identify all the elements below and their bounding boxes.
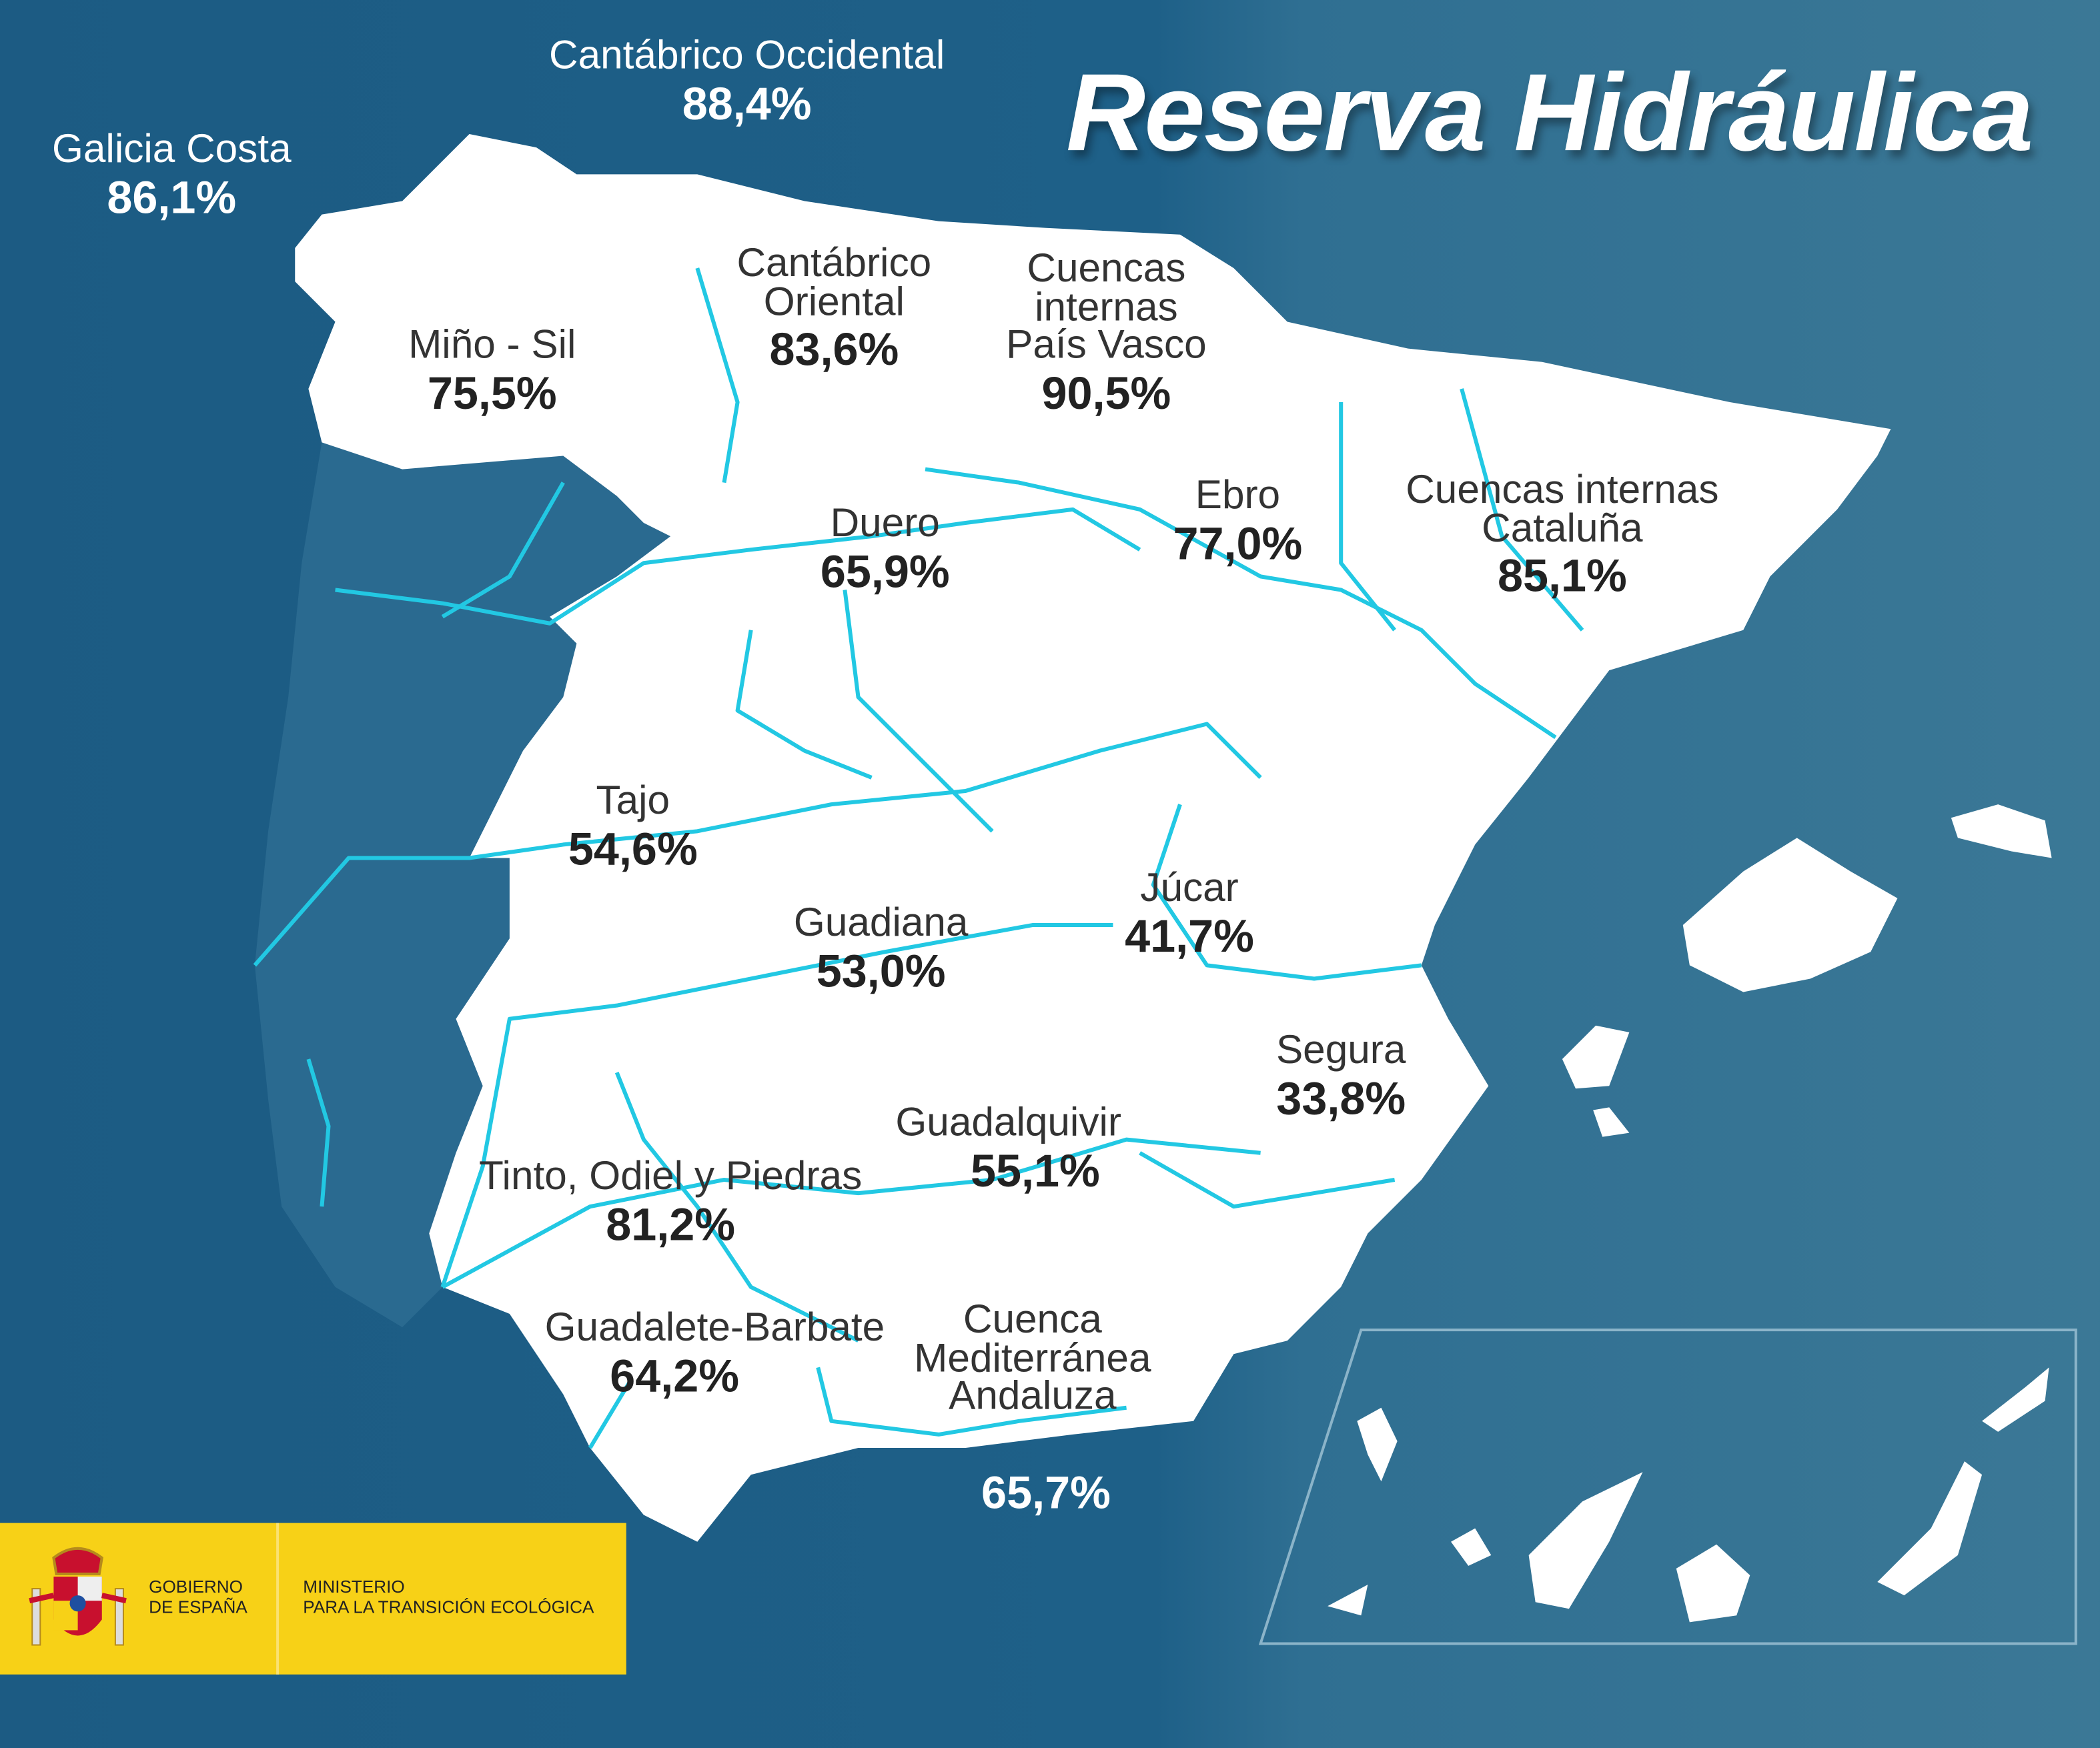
river-tributary [735,630,873,780]
basin-label-cataluna: Cuencas internas Cataluña 85,1% [1388,468,1737,602]
basin-value: 64,2% [610,1351,740,1402]
basin-value: 33,8% [1276,1073,1406,1124]
coat-of-arms-icon [29,1547,127,1646]
basin-value: 75,5% [427,367,557,419]
island-fuerteventura [1877,1461,1983,1596]
basin-label-guadiana: Guadiana 53,0% [793,900,969,997]
basin-label-tinto-odiel-piedras: Tinto, Odiel y Piedras 81,2% [478,1154,863,1250]
basin-name: Cantábrico Occidental [549,33,945,78]
river-mino [441,482,565,619]
basin-value: 83,6% [769,324,899,375]
basin-name: Ebro [1195,473,1281,518]
basin-value: 77,0% [1173,518,1303,570]
basin-value: 41,7% [1125,910,1254,962]
basin-value: 65,7% [981,1467,1111,1519]
river-ebro [925,467,1557,740]
river-tributary [588,1379,632,1449]
island-mallorca [1682,838,1898,992]
basin-value: 88,4% [682,78,812,129]
basin-name: Duero [830,501,940,546]
portugal-landmass [254,442,671,1328]
map-title: Reserva Hidráulica [1066,52,2033,175]
river-tributary [614,1072,859,1343]
island-el-hierro [1328,1585,1368,1616]
basin-name: Cuencas internas Cataluña [1406,468,1719,551]
basin-label-guadalquivir: Guadalquivir 55,1% [895,1100,1121,1197]
river-tributary [1460,388,1584,632]
island-la-palma [1357,1407,1398,1482]
basin-name: Cuencas internas País Vasco [1006,246,1207,367]
island-la-gomera [1451,1528,1492,1566]
basin-name: Cuenca Mediterránea Andaluza [914,1297,1151,1419]
basin-label-guadalete-barbate: Guadalete-Barbate 64,2% [544,1305,885,1399]
basin-name: Segura [1275,1028,1406,1073]
basin-label-pais-vasco: Cuencas internas País Vasco 90,5% [1006,246,1207,419]
gobierno-line-2: DE ESPAÑA [149,1597,247,1617]
government-logo: GOBIERNO DE ESPAÑA MINISTERIO PARA LA TR… [0,1523,626,1675]
basin-name: Júcar [1140,866,1239,910]
spain-landmass [295,134,1891,1542]
basin-name: Guadalete-Barbate [544,1305,885,1351]
island-formentera [1593,1107,1630,1137]
basin-name: Tinto, Odiel y Piedras [478,1154,863,1199]
basin-name: Guadiana [793,900,969,946]
basin-name: Tajo [596,778,670,824]
river-tributary [695,267,740,484]
river-tributary [816,1367,1127,1437]
basin-value: 86,1% [107,172,237,223]
canary-islands [1328,1367,2049,1623]
gobierno-line-1: GOBIERNO [149,1576,243,1597]
basin-label-cantabrico-oriental: Cantábrico Oriental 83,6% [734,241,935,375]
river-tributary [306,1058,331,1207]
logo-divider [276,1523,280,1675]
basin-name: Cantábrico Oriental [736,241,932,324]
basin-label-galicia-costa: Galicia Costa 86,1% [51,127,292,223]
basin-label-duero: Duero 65,9% [820,501,950,598]
island-tenerife [1528,1472,1643,1609]
island-ibiza [1562,1025,1630,1089]
basin-name: Guadalquivir [895,1100,1121,1145]
basin-label-ebro: Ebro 77,0% [1173,473,1303,570]
ministerio-line-1: MINISTERIO [303,1576,405,1597]
river-duero [335,507,1141,626]
balearic-islands [1562,804,2052,1137]
basin-value: 54,6% [568,824,698,875]
basin-value: 55,1% [970,1145,1100,1197]
canary-islands-inset-frame [1258,1329,2077,1645]
river-guadiana [440,923,1113,1288]
river-guadalquivir [441,1137,1261,1289]
rivers [253,267,1584,1449]
river-jucar [1151,804,1422,981]
river-tributary [843,590,994,833]
basin-label-cantabrico-occidental: Cantábrico Occidental 88,4% [549,33,945,129]
basin-value: 65,9% [820,546,950,598]
basin-value: 53,0% [816,946,946,997]
basin-value: 90,5% [1041,367,1171,419]
basin-label-mediterranea-andaluza: Cuenca Mediterránea Andaluza 65,7% [899,1297,1167,1519]
basin-label-mino-sil: Miño - Sil 75,5% [408,323,576,419]
island-gran-canaria [1676,1544,1750,1623]
island-menorca [1951,804,2052,858]
basin-label-segura: Segura 33,8% [1275,1028,1406,1124]
basin-value: 81,2% [606,1199,735,1250]
basin-name: Miño - Sil [408,323,576,367]
basin-label-tajo: Tajo 54,6% [568,778,698,875]
basin-label-jucar: Júcar 41,7% [1125,866,1254,962]
river-segura [1139,1151,1396,1209]
river-tributary [1339,402,1396,632]
island-lanzarote [1982,1367,2049,1432]
basin-name: Galicia Costa [51,127,292,172]
river-tajo [253,722,1262,967]
basin-value: 85,1% [1497,551,1627,602]
ministerio-line-2: PARA LA TRANSICIÓN ECOLÓGICA [303,1597,594,1617]
